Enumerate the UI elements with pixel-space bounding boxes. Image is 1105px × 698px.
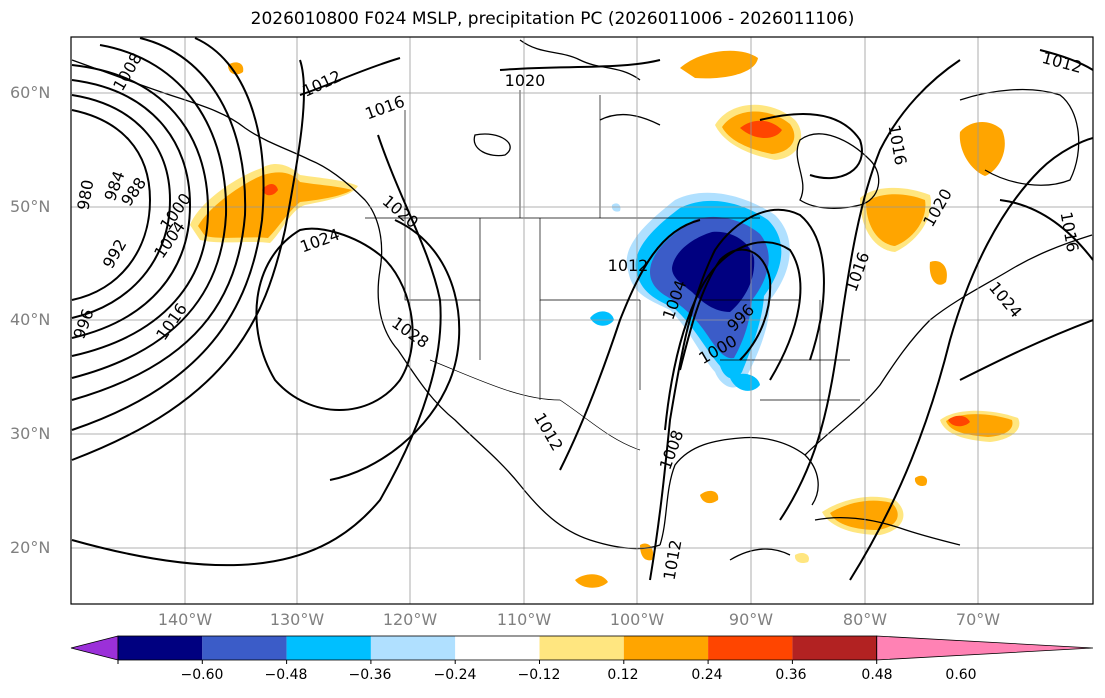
mslp-isobars — [71, 37, 1093, 581]
lat-label-30: 30°N — [10, 424, 51, 443]
lon-label-110w: 110°W — [496, 610, 552, 629]
colorbar-tick-label: −0.36 — [348, 667, 392, 683]
colorbar-segment — [708, 636, 793, 660]
map-frame — [70, 36, 1094, 605]
lat-label-40: 40°N — [10, 310, 51, 329]
lon-label-140w: 140°W — [157, 610, 213, 629]
lon-label-120w: 120°W — [382, 610, 438, 629]
isobar-label: 1012 — [608, 256, 649, 275]
colorbar-segment — [118, 636, 203, 660]
colorbar-segment — [286, 636, 371, 660]
lat-label-50: 50°N — [10, 197, 51, 216]
colorbar-segment — [370, 636, 456, 660]
precip-positive-areas — [190, 50, 1020, 588]
lon-label-130w: 130°W — [269, 610, 325, 629]
lon-label-90w: 90°W — [728, 610, 774, 629]
colorbar-tick-label: 0.12 — [607, 667, 639, 683]
colorbar-extend-min — [70, 635, 119, 661]
colorbar-segment — [623, 636, 709, 660]
colorbar-tick-label: 0.48 — [861, 667, 893, 683]
colorbar-tick-label: 0.36 — [775, 667, 807, 683]
colorbar-segment — [455, 636, 540, 660]
colorbar-tick-label: −0.12 — [517, 667, 561, 683]
colorbar-tick-label: −0.24 — [433, 667, 477, 683]
map-frame-bg — [71, 37, 1093, 604]
lon-label-100w: 100°W — [609, 610, 665, 629]
lat-label-60: 60°N — [10, 83, 51, 102]
colorbar-outline — [117, 635, 878, 661]
colorbar-segment — [539, 636, 624, 660]
colorbar-extend-max — [876, 635, 1094, 661]
lat-label-20: 20°N — [10, 538, 51, 557]
colorbar-tick-label: 0.24 — [691, 667, 723, 683]
isobar-label: 1020 — [505, 71, 546, 90]
colorbar-segment — [202, 636, 287, 660]
colorbar-tick-label: −0.60 — [180, 667, 224, 683]
colorbar — [70, 635, 1094, 664]
colorbar-tick-label: −0.48 — [264, 667, 308, 683]
lon-label-70w: 70°W — [955, 610, 1001, 629]
graticule — [71, 37, 1093, 604]
map-title: 2026010800 F024 MSLP, precipitation PC (… — [250, 9, 855, 29]
lon-label-80w: 80°W — [842, 610, 888, 629]
colorbar-segment — [792, 636, 877, 660]
colorbar-tick-label: 0.60 — [945, 667, 977, 683]
